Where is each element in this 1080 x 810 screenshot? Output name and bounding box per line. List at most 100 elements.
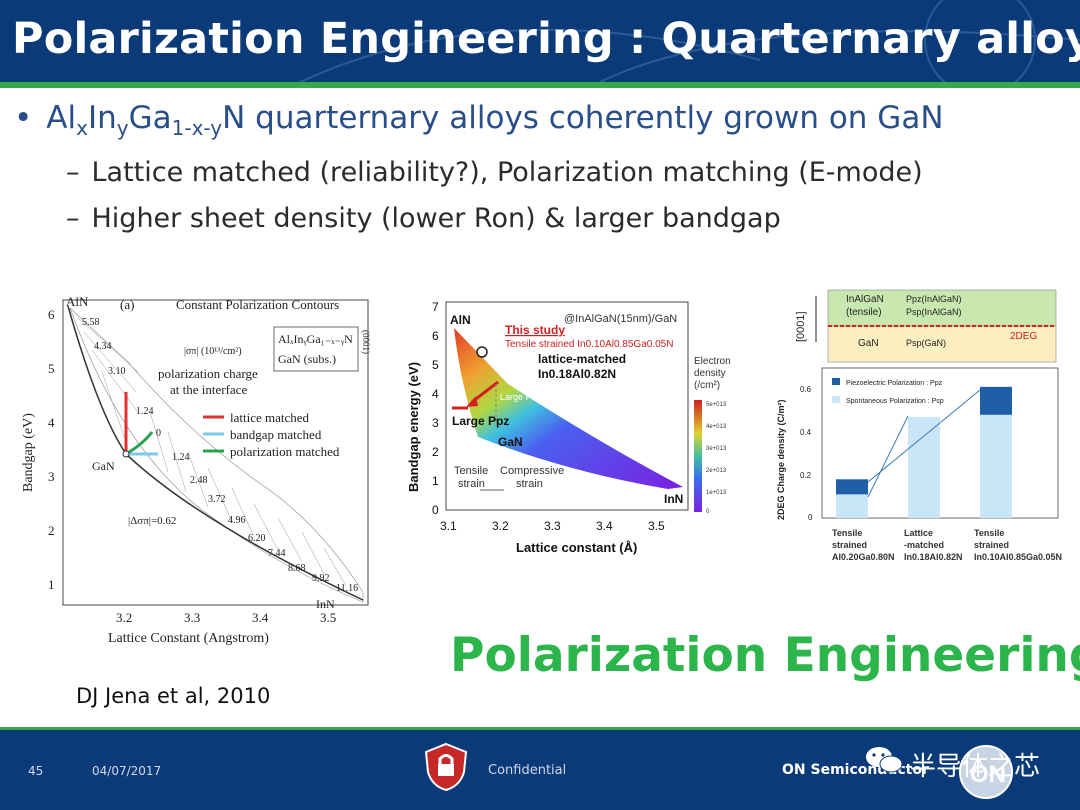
svg-text:3.72: 3.72: [208, 494, 226, 505]
delta-sigma: |Δσπ|=0.62: [128, 515, 176, 527]
svg-text:3.4: 3.4: [596, 519, 613, 533]
footer-divider: [0, 727, 1080, 731]
svg-text:9.92: 9.92: [312, 573, 330, 584]
layer-label: @InAlGaN(15nm)/GaN: [564, 313, 677, 325]
legend-bandgap: bandgap matched: [230, 427, 322, 442]
tensile-alloy-label: Tensile strained In0.10Al0.85Ga0.05N: [505, 339, 673, 350]
svg-text:ON: ON: [970, 761, 1006, 788]
charge-label-2: at the interface: [170, 382, 247, 397]
label-gan-mid: GaN: [498, 435, 523, 449]
x-label-mid: Lattice constant (Å): [516, 540, 637, 555]
svg-text:0: 0: [808, 513, 813, 522]
large-psp: Large Psp: [500, 392, 541, 402]
svg-text:0.6: 0.6: [800, 385, 812, 394]
company-name: ON Semiconductor: [782, 762, 929, 778]
legend-polarization: polarization matched: [230, 444, 340, 459]
svg-text:11.16: 11.16: [336, 583, 358, 594]
tensile-label: Tensile: [454, 465, 488, 477]
wechat-icon: [866, 747, 903, 773]
label-aln-mid: AlN: [450, 313, 471, 327]
psp-label: Psp(InAlGaN): [906, 307, 962, 317]
svg-text:6.20: 6.20: [248, 533, 266, 544]
footer-date: 04/07/2017: [92, 764, 162, 778]
legend-lattice: lattice matched: [230, 410, 310, 425]
lattice-matched-alloy: In0.18Al0.82N: [538, 367, 616, 381]
svg-text:Lattice: Lattice: [904, 528, 933, 538]
svg-text:2.48: 2.48: [190, 475, 208, 486]
bullet-sub-2: – Higher sheet density (lower Ron) & larg…: [66, 203, 781, 235]
svg-text:2e+013: 2e+013: [706, 468, 727, 474]
bar-connector-1: [867, 389, 981, 483]
colorbar-ticks: 5e+013 4e+013 3e+013 2e+013 1e+013 0: [706, 402, 727, 515]
legend-ppz: Piezoelectric Polarization : Ppz: [846, 380, 943, 387]
svg-text:6: 6: [48, 307, 55, 322]
svg-text:0: 0: [432, 503, 439, 517]
category-labels: Tensile strained Al0.20Ga0.80N Lattice -…: [832, 528, 1062, 562]
label-inn-left: InN: [316, 597, 335, 611]
svg-text:5e+013: 5e+013: [706, 402, 727, 408]
bullet-sub-1: – Lattice matched (reliability?), Polariz…: [66, 157, 923, 189]
svg-text:-matched: -matched: [904, 540, 944, 550]
bar-ppz-2: [980, 386, 1012, 415]
reference-citation: DJ Jena et al, 2010: [76, 684, 271, 708]
svg-text:3.4: 3.4: [252, 610, 269, 625]
svg-text:3.3: 3.3: [544, 519, 561, 533]
svg-text:3.1: 3.1: [440, 519, 457, 533]
figure-polarization-contours: AlN (a) Constant Polarization Contours A…: [18, 292, 374, 652]
colorbar-title-2: density: [694, 368, 726, 379]
compressive-strain-label: strain: [516, 478, 543, 490]
svg-text:0.2: 0.2: [800, 471, 812, 480]
svg-text:5: 5: [48, 361, 55, 376]
psp-gan-label: Psp(GaN): [906, 338, 946, 348]
sigma-label: |σπ| (10¹³/cm²): [184, 346, 242, 357]
confidential-label: Confidential: [488, 763, 567, 778]
x-ticks-left: 3.2 3.3 3.4 3.5: [116, 610, 336, 625]
large-ppz: Large Ppz: [452, 414, 509, 428]
tensile-strain-label: strain: [458, 478, 485, 490]
svg-text:8.68: 8.68: [288, 563, 306, 574]
svg-text:4: 4: [432, 387, 439, 401]
ppz-label: Ppz(InAlGaN): [906, 294, 962, 304]
svg-text:4.34: 4.34: [94, 341, 112, 352]
colorbar-title-1: Electron: [694, 356, 731, 367]
title-bar: Polarization Engineering : Quarternary a…: [0, 0, 1080, 82]
svg-text:3.10: 3.10: [108, 366, 126, 377]
svg-text:1.24: 1.24: [136, 406, 154, 417]
svg-text:3.3: 3.3: [184, 610, 200, 625]
stack-gan: GaN: [858, 338, 879, 349]
colorbar-title-3: (/cm²): [694, 380, 720, 391]
svg-text:4: 4: [48, 415, 55, 430]
svg-text:2: 2: [432, 445, 439, 459]
svg-text:3.5: 3.5: [320, 610, 336, 625]
x-ticks-mid: 3.1 3.2 3.3 3.4 3.5: [440, 519, 665, 533]
svg-text:7.44: 7.44: [268, 548, 286, 559]
svg-text:1.24: 1.24: [172, 452, 190, 463]
confidential-shield-icon: [424, 742, 468, 792]
svg-text:In0.10Al0.85Ga0.05N: In0.10Al0.85Ga0.05N: [974, 552, 1062, 562]
stack-top-2: (tensile): [846, 307, 882, 318]
this-study: This study: [505, 323, 565, 337]
svg-text:5: 5: [432, 358, 439, 372]
svg-text:6: 6: [432, 329, 439, 343]
svg-text:1: 1: [48, 577, 55, 592]
title-bar-decoration: [299, 0, 1080, 82]
contours-heading: Constant Polarization Contours: [176, 297, 339, 312]
deg-label: 2DEG: [1010, 331, 1037, 342]
label-inn-mid: InN: [664, 492, 683, 506]
svg-text:4.96: 4.96: [228, 515, 246, 526]
emphasis-text: Polarization Engineering: [450, 628, 1080, 683]
svg-text:3.2: 3.2: [492, 519, 509, 533]
compressive-label: Compressive: [500, 465, 564, 477]
svg-text:0.4: 0.4: [800, 428, 812, 437]
svg-text:3: 3: [432, 416, 439, 430]
y-label-right: 2DEG Charge density (C/m²): [776, 399, 786, 520]
svg-text:5.58: 5.58: [82, 317, 100, 328]
watermark: 半导体之芯: [910, 752, 1041, 782]
bullet-main: • AlxInyGa1-x-yN quarternary alloys coher…: [14, 100, 944, 141]
bar-psp-0: [836, 494, 868, 518]
svg-text:1: 1: [432, 474, 439, 488]
slide-title: Polarization Engineering : Quarternary a…: [12, 14, 1080, 64]
page-number: 45: [28, 764, 44, 778]
y-ticks-left: 1 2 3 4 5 6: [48, 307, 55, 592]
svg-text:4e+013: 4e+013: [706, 424, 727, 430]
